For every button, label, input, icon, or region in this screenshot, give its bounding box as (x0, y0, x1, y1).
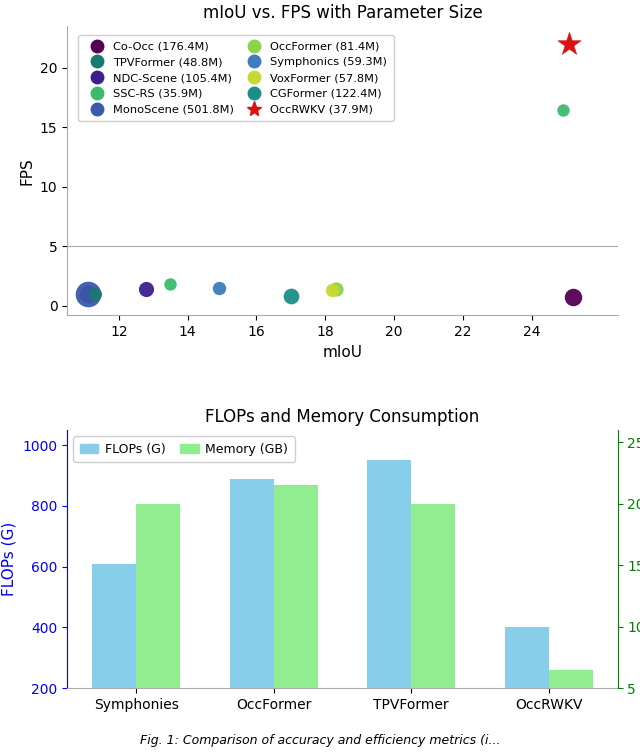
Title: mIoU vs. FPS with Parameter Size: mIoU vs. FPS with Parameter Size (202, 4, 483, 22)
Legend: FLOPs (G), Memory (GB): FLOPs (G), Memory (GB) (74, 436, 294, 462)
Bar (548, 669, 593, 750)
Y-axis label: FPS: FPS (19, 157, 35, 185)
Point (285, 290, 296, 302)
Bar (136, 504, 180, 750)
Bar (411, 504, 455, 750)
Text: Fig. 1: Comparison of accuracy and efficiency metrics (i...: Fig. 1: Comparison of accuracy and effic… (140, 735, 500, 747)
Point (141, 283, 152, 295)
Point (83, 288, 93, 300)
Legend: Co-Occ (176.4M), TPVFormer (48.8M), NDC-Scene (105.4M), SSC-RS (35.9M), MonoScen: Co-Occ (176.4M), TPVFormer (48.8M), NDC-… (78, 35, 394, 121)
Title: FLOPs and Memory Consumption: FLOPs and Memory Consumption (205, 408, 479, 426)
Bar (92, 564, 136, 749)
Point (213, 282, 223, 294)
Point (165, 278, 175, 290)
Bar (504, 627, 548, 749)
Point (83, 288, 93, 300)
Bar (367, 460, 411, 749)
Y-axis label: FLOPs (G): FLOPs (G) (2, 522, 17, 596)
Point (568, 292, 578, 304)
Point (330, 283, 340, 295)
Point (557, 104, 568, 116)
Point (327, 284, 337, 296)
Bar (274, 485, 317, 750)
Bar (230, 479, 274, 749)
X-axis label: mIoU: mIoU (323, 344, 362, 359)
Point (90, 288, 100, 300)
Point (564, 38, 575, 50)
